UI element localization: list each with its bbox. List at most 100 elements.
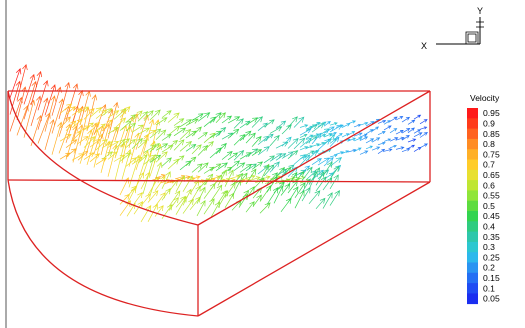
velocity-vector	[173, 118, 185, 126]
legend-swatch	[467, 231, 478, 243]
velocity-vector	[221, 132, 234, 140]
legend-swatch	[467, 169, 478, 181]
velocity-vector	[329, 165, 340, 180]
velocity-vector	[419, 132, 428, 138]
velocity-vector	[401, 127, 411, 134]
velocity-vector	[89, 138, 101, 148]
velocity-vector	[215, 162, 228, 171]
velocity-vector	[395, 136, 405, 141]
velocity-vector	[161, 133, 172, 141]
velocity-vector	[353, 147, 362, 153]
legend-labels: 0.950.90.850.80.750.70.650.60.550.50.450…	[483, 108, 500, 303]
velocity-vector	[86, 122, 98, 152]
velocity-vector	[347, 131, 356, 136]
velocity-vector	[407, 144, 415, 149]
velocity-vector	[196, 186, 206, 204]
velocity-vector	[121, 148, 132, 180]
velocity-vector	[287, 171, 298, 186]
velocity-vector	[329, 132, 338, 136]
velocity-vector	[263, 133, 274, 142]
velocity-vector	[311, 150, 320, 155]
velocity-vector	[323, 121, 331, 127]
velocity-vector	[287, 150, 299, 159]
legend-label: 0.05	[483, 294, 500, 304]
velocity-vector	[179, 128, 192, 140]
velocity-vector	[365, 138, 375, 144]
velocity-vector	[155, 143, 169, 151]
velocity-vector	[315, 197, 326, 210]
velocity-vector	[107, 151, 118, 160]
velocity-vector	[229, 174, 241, 180]
legend-label: 0.55	[483, 191, 500, 201]
velocity-vector	[147, 190, 159, 203]
velocity-vector	[167, 140, 179, 149]
velocity-vector	[245, 148, 259, 158]
velocity-vector	[371, 146, 381, 151]
velocity-vector	[377, 141, 386, 146]
legend-label: 0.65	[483, 170, 500, 180]
y-axis-label: Y	[477, 6, 483, 16]
velocity-vector	[245, 117, 259, 126]
legend-swatch	[467, 138, 478, 150]
velocity-vector	[359, 136, 369, 141]
velocity-vector	[305, 124, 318, 132]
velocity-vector	[371, 126, 380, 132]
velocity-vector	[269, 161, 280, 173]
velocity-vector	[413, 146, 422, 152]
velocity-vector	[37, 97, 49, 130]
velocity-vector	[125, 114, 136, 123]
velocity-vector	[227, 152, 239, 161]
velocity-vector	[275, 120, 287, 130]
velocity-vector	[413, 114, 422, 120]
velocity-vector	[131, 110, 143, 121]
legend-swatch	[467, 149, 478, 160]
legend-label: 0.95	[483, 108, 500, 118]
velocity-vector	[191, 144, 202, 155]
velocity-vector	[125, 139, 136, 148]
velocity-vector	[89, 121, 100, 133]
velocity-vector	[65, 120, 77, 131]
velocity-vector	[119, 138, 131, 147]
legend-label: 0.45	[483, 211, 500, 221]
velocity-vector	[149, 109, 161, 121]
velocity-vector	[294, 189, 305, 209]
velocity-vector	[101, 119, 113, 132]
velocity-vector	[65, 139, 78, 148]
triad-box	[465, 31, 479, 45]
velocity-vector	[249, 176, 261, 181]
legend-label: 0.7	[483, 160, 495, 170]
velocity-vector	[197, 112, 211, 122]
velocity-vector	[233, 150, 245, 161]
velocity-vector	[65, 106, 76, 115]
velocity-vector	[315, 171, 325, 186]
velocity-vector	[281, 124, 292, 135]
velocity-vector	[113, 108, 127, 120]
velocity-vector	[311, 143, 320, 147]
velocity-vector	[221, 151, 233, 160]
velocity-vector	[323, 126, 335, 134]
velocity-vector	[245, 132, 256, 144]
velocity-vector	[209, 130, 223, 139]
legend-label: 0.75	[483, 149, 500, 159]
velocity-vector	[143, 130, 156, 138]
velocity-vector	[101, 151, 114, 160]
velocity-vector	[239, 152, 252, 160]
velocity-vector	[317, 133, 327, 138]
velocity-vector	[185, 156, 197, 166]
velocity-vector	[149, 128, 162, 139]
velocity-vector	[93, 103, 107, 136]
velocity-vector	[203, 132, 216, 143]
velocity-vector	[329, 136, 340, 147]
velocity-vector	[305, 136, 318, 144]
velocity-vector	[395, 146, 405, 150]
legend-label: 0.5	[483, 201, 495, 211]
velocity-vector	[154, 174, 166, 179]
velocity-vector	[77, 135, 89, 144]
velocity-vector	[215, 112, 226, 124]
velocity-vector	[161, 187, 171, 201]
velocity-vector	[182, 175, 193, 192]
outline-front-top-diagonal	[197, 90, 431, 226]
velocity-vector	[125, 122, 136, 132]
legend-label: 0.25	[483, 252, 500, 262]
